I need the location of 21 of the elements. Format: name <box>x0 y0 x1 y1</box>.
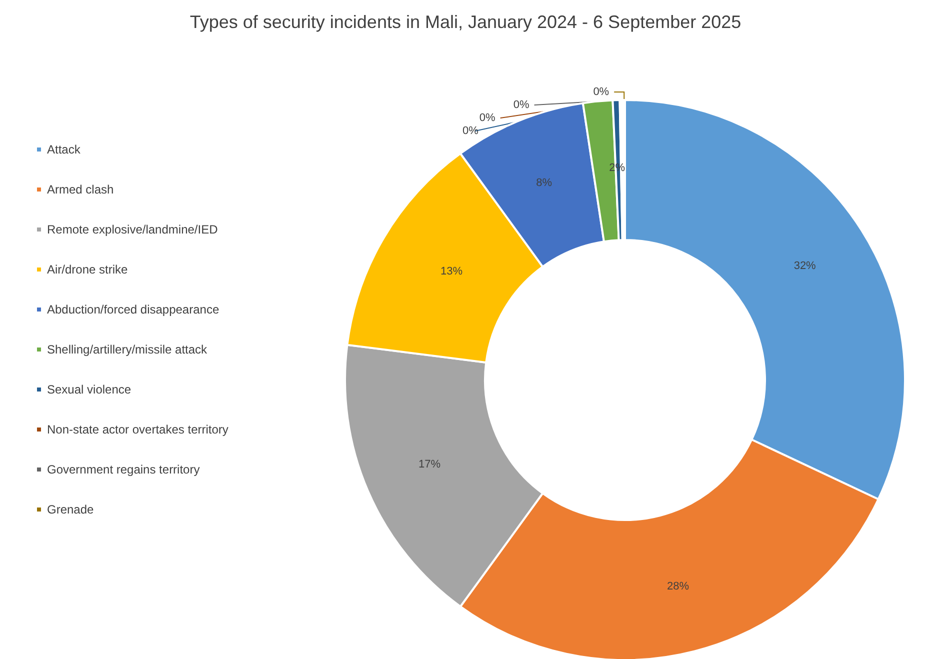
legend-label: Air/drone strike <box>47 262 128 276</box>
chart-title: Types of security incidents in Mali, January 2024 - 6 September 2025 <box>190 12 742 32</box>
data-label: 13% <box>440 266 463 278</box>
data-label: 32% <box>794 260 816 272</box>
legend-label: Remote explosive/landmine/IED <box>47 222 218 236</box>
data-label: 0% <box>593 86 610 98</box>
data-label: 0% <box>462 125 479 137</box>
legend-label: Armed clash <box>47 182 114 196</box>
legend-label: Non-state actor overtakes territory <box>47 422 228 436</box>
data-label: 0% <box>479 112 496 124</box>
legend-label: Sexual violence <box>47 382 132 396</box>
legend-label: Grenade <box>47 502 94 516</box>
legend-label: Shelling/artillery/missile attack <box>47 342 208 356</box>
data-label: 17% <box>418 458 441 471</box>
data-label: 2% <box>609 162 626 174</box>
data-label: 28% <box>666 580 690 592</box>
data-label: 8% <box>536 176 552 189</box>
legend-label: Abduction/forced disappearance <box>47 302 220 316</box>
legend-label: Attack <box>47 142 82 156</box>
data-label: 0% <box>513 99 530 111</box>
legend-label: Government regains territory <box>47 462 200 476</box>
